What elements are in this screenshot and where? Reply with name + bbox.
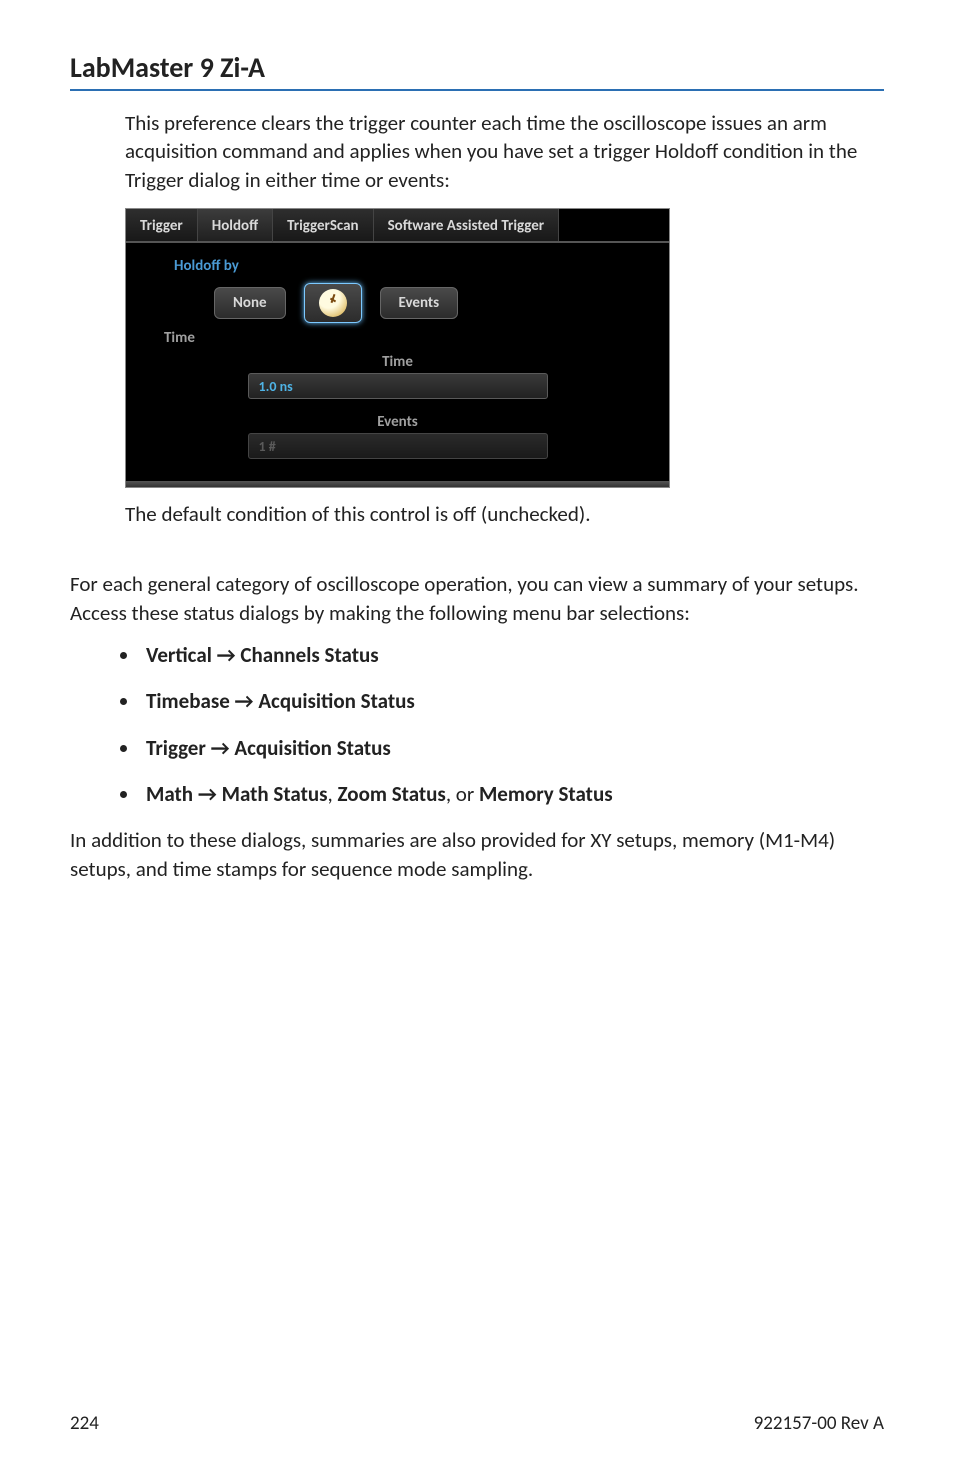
page-number: 224: [70, 1412, 99, 1435]
panel-bottom-bar: [126, 481, 669, 487]
holdoff-events-button[interactable]: Events: [380, 287, 459, 319]
tab-trigger[interactable]: Trigger: [126, 209, 198, 241]
holdoff-choice-row: None Events: [214, 283, 651, 323]
intro-paragraph: This preference clears the trigger count…: [125, 109, 864, 194]
holdoff-by-label: Holdoff by: [174, 257, 651, 275]
page-title: LabMaster 9 Zi-A: [70, 50, 884, 85]
menu-selection-list: Vertical → Channels Status Timebase → Ac…: [140, 641, 884, 808]
bullet-trigger: Trigger → Acquisition Status: [140, 734, 884, 762]
caption-paragraph: The default condition of this control is…: [125, 500, 864, 528]
holdoff-none-button[interactable]: None: [214, 287, 286, 319]
bullet-vertical: Vertical → Channels Status: [140, 641, 884, 669]
doc-revision: 922157-00 Rev A: [754, 1412, 884, 1435]
page-footer: 224 922157-00 Rev A: [70, 1412, 884, 1435]
events-field-label: Events: [144, 413, 651, 431]
header-rule: [70, 89, 884, 91]
clock-icon: [319, 289, 347, 317]
closing-paragraph: In addition to these dialogs, summaries …: [70, 826, 884, 883]
bullet-timebase: Timebase → Acquisition Status: [140, 687, 884, 715]
holdoff-time-button[interactable]: [304, 283, 362, 323]
tab-software-assisted[interactable]: Software Assisted Trigger: [374, 209, 560, 241]
time-field-label: Time: [144, 353, 651, 371]
events-value-field: 1 #: [248, 433, 548, 459]
time-value-field[interactable]: 1.0 ns: [248, 373, 548, 399]
bullet-math: Math → Math Status, Zoom Status, or Memo…: [140, 780, 884, 808]
tab-holdoff[interactable]: Holdoff: [198, 209, 273, 243]
time-side-label: Time: [164, 329, 651, 347]
trigger-dialog-screenshot: Trigger Holdoff TriggerScan Software Ass…: [125, 208, 670, 488]
tab-triggerscan[interactable]: TriggerScan: [273, 209, 373, 241]
holdoff-panel: Holdoff by None Events Time Time 1.0 ns …: [126, 243, 669, 481]
tabs-row: Trigger Holdoff TriggerScan Software Ass…: [126, 209, 669, 243]
status-intro-paragraph: For each general category of oscilloscop…: [70, 570, 884, 627]
